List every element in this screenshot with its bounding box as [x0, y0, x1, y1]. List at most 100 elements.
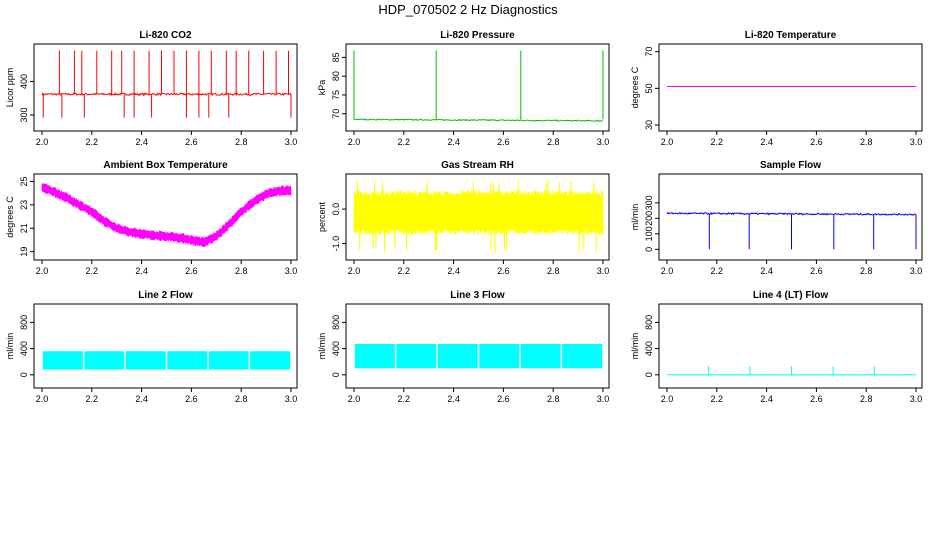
x-tick-label: 2.6: [497, 137, 510, 147]
y-tick-label: 25: [19, 176, 29, 186]
data-block: [520, 344, 561, 369]
y-tick-label: 0.0: [331, 203, 341, 216]
y-tick-label: -1.0: [331, 236, 341, 252]
y-tick-label: 400: [644, 341, 654, 356]
y-axis-label: kPa: [317, 80, 327, 96]
figure-title: HDP_070502 2 Hz Diagnostics: [378, 2, 558, 17]
chart-panel: Gas Stream RH 2.0 2.2 2.4 2.6 2.8 3.0 -1.0 0.0 pe…: [317, 160, 610, 276]
y-tick-label: 21: [19, 223, 29, 233]
y-tick-label: 200: [644, 211, 654, 226]
data-block: [208, 351, 249, 370]
plot-frame: [658, 303, 923, 389]
x-tick-label: 2.8: [547, 394, 560, 404]
x-tick-label: 2.2: [398, 266, 411, 276]
y-tick-label: 800: [331, 315, 341, 330]
x-tick-label: 2.2: [86, 137, 99, 147]
panel-title: Line 4 (LT) Flow: [753, 290, 829, 301]
y-tick-label: 23: [19, 200, 29, 210]
x-tick-label: 3.0: [285, 266, 298, 276]
y-tick-label: 0: [19, 372, 29, 377]
plot-frame: [345, 303, 610, 389]
x-tick-label: 2.8: [547, 137, 560, 147]
y-axis-label: percent: [317, 201, 327, 232]
x-tick-label: 2.4: [447, 266, 460, 276]
x-tick-label: 2.2: [398, 394, 411, 404]
data-block: [396, 344, 437, 369]
y-tick-label: 70: [331, 109, 341, 119]
x-tick-label: 2.4: [447, 137, 460, 147]
y-tick-label: 400: [19, 74, 29, 89]
x-tick-label: 2.8: [860, 394, 873, 404]
y-tick-label: 30: [644, 120, 654, 130]
y-axis-label: Licor ppm: [5, 68, 15, 108]
y-tick-label: 0: [644, 247, 654, 252]
panel-title: Li-820 Temperature: [745, 30, 837, 41]
x-tick-label: 2.6: [810, 394, 823, 404]
x-tick-label: 2.0: [36, 266, 49, 276]
x-tick-label: 2.4: [135, 394, 148, 404]
data-series: [353, 50, 604, 122]
x-tick-label: 3.0: [910, 137, 923, 147]
panel-title: Ambient Box Temperature: [103, 160, 228, 171]
data-block: [250, 351, 291, 370]
panel-title: Sample Flow: [760, 160, 821, 171]
plot-frame: [345, 173, 610, 261]
plot-frame: [33, 303, 298, 389]
x-tick-label: 2.6: [497, 394, 510, 404]
x-tick-label: 2.0: [348, 394, 361, 404]
data-block: [167, 351, 208, 370]
x-tick-label: 2.2: [398, 137, 411, 147]
data-block: [437, 344, 478, 369]
y-tick-label: 19: [19, 247, 29, 257]
x-tick-label: 3.0: [910, 266, 923, 276]
chart-panel: Li-820 Temperature 2.0 2.2 2.4 2.6 2.8 3.0 30 50…: [630, 30, 923, 147]
y-tick-label: 0: [331, 372, 341, 377]
y-axis-label: ml/min: [630, 333, 640, 360]
x-tick-label: 2.4: [135, 137, 148, 147]
y-axis-label: ml/min: [317, 333, 327, 360]
y-tick-label: 0: [644, 372, 654, 377]
y-tick-label: 75: [331, 90, 341, 100]
chart-panel: Ambient Box Temperature 2.0 2.2 2.4 2.6 2.8 3.…: [5, 160, 298, 276]
y-tick-label: 300: [644, 195, 654, 210]
data-series: [666, 366, 917, 376]
chart-panel: Li-820 Pressure 2.0 2.2 2.4 2.6 2.8 3.0 70 75 80 8…: [317, 30, 610, 147]
x-tick-label: 2.6: [497, 266, 510, 276]
panel-title: Li-820 Pressure: [440, 30, 515, 41]
plot-frame: [658, 43, 923, 132]
x-tick-label: 2.4: [760, 394, 773, 404]
x-tick-label: 2.8: [547, 266, 560, 276]
x-tick-label: 2.6: [185, 394, 198, 404]
y-tick-label: 100: [644, 226, 654, 241]
y-axis-label: ml/min: [630, 204, 640, 231]
chart-panel: Li-820 CO2 2.0 2.2 2.4 2.6 2.8 3.0 300 400 Licor …: [5, 30, 298, 147]
x-tick-label: 3.0: [597, 394, 610, 404]
x-tick-label: 2.0: [348, 266, 361, 276]
x-tick-label: 2.4: [135, 266, 148, 276]
y-tick-label: 800: [644, 315, 654, 330]
y-tick-label: 80: [331, 71, 341, 81]
x-tick-label: 2.8: [860, 137, 873, 147]
plot-frame: [345, 43, 610, 132]
x-tick-label: 2.8: [235, 266, 248, 276]
plot-frame: [33, 173, 298, 261]
x-tick-label: 2.2: [711, 394, 724, 404]
y-tick-label: 50: [644, 83, 654, 93]
y-tick-label: 85: [331, 52, 341, 62]
x-tick-label: 2.6: [810, 266, 823, 276]
x-tick-label: 2.6: [185, 137, 198, 147]
x-tick-label: 3.0: [285, 394, 298, 404]
x-tick-label: 2.0: [36, 394, 49, 404]
x-tick-label: 2.0: [348, 137, 361, 147]
x-tick-label: 3.0: [597, 137, 610, 147]
x-tick-label: 2.2: [711, 137, 724, 147]
data-block: [479, 344, 520, 369]
data-block: [42, 351, 83, 370]
x-tick-label: 2.8: [235, 137, 248, 147]
x-tick-label: 2.4: [760, 137, 773, 147]
data-series: [353, 179, 604, 253]
panel-title: Gas Stream RH: [441, 160, 514, 171]
data-series: [41, 50, 292, 118]
